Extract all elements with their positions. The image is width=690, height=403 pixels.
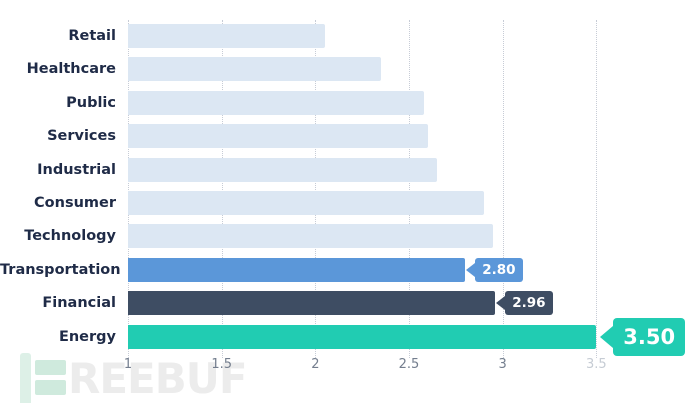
gridline-3 (502, 20, 504, 358)
gridline-2.5 (409, 20, 410, 358)
category-label: Services (47, 128, 116, 144)
bar-row-retail: Retail (0, 24, 690, 48)
bar-row-energy: Energy 3.50 (0, 318, 690, 356)
bar-row-consumer: Consumer (0, 191, 690, 215)
bar (128, 24, 325, 48)
x-tick-label-3: 3 (498, 357, 507, 372)
bar-row-financial: Financial 2.96 (0, 291, 690, 315)
bar (128, 224, 494, 248)
freebuf-logo-blocks-icon (35, 360, 66, 400)
bar (128, 57, 381, 81)
x-tick-label-3.5: 3.5 (585, 357, 607, 372)
bar: 2.80 (128, 258, 523, 282)
category-label: Transportation (0, 262, 121, 278)
category-label: Healthcare (26, 61, 116, 77)
bar (128, 158, 438, 182)
category-label: Energy (58, 329, 116, 345)
freebuf-logo-block-top (35, 360, 66, 375)
bar: 2.96 (128, 291, 553, 315)
freebuf-logo-icon (20, 353, 31, 403)
x-tick-label-1.5: 1.5 (211, 357, 232, 372)
category-label: Public (66, 95, 116, 111)
bar (128, 191, 484, 215)
category-label: Retail (68, 28, 116, 44)
gridline-1 (128, 20, 129, 358)
bar (128, 91, 424, 115)
x-tick-label-1: 1 (123, 357, 133, 372)
gridline-2 (315, 20, 317, 358)
gridline-3.5 (596, 20, 598, 358)
bar (128, 124, 428, 148)
bar-row-services: Services (0, 124, 690, 148)
bar-row-technology: Technology (0, 224, 690, 248)
bar-row-healthcare: Healthcare (0, 57, 690, 81)
bar-row-public: Public (0, 91, 690, 115)
bar: 3.50 (128, 318, 686, 356)
category-label: Technology (24, 228, 116, 244)
category-label: Consumer (34, 195, 116, 211)
category-label: Financial (42, 295, 116, 311)
watermark-text: REEBUF (68, 354, 248, 403)
value-tag: 2.96 (505, 291, 553, 315)
value-tag: 3.50 (613, 318, 686, 356)
bar-row-transportation: Transportation 2.80 (0, 258, 690, 282)
x-tick-label-2: 2 (311, 357, 320, 372)
freebuf-logo-block-bottom (35, 380, 66, 395)
x-tick-label-2.5: 2.5 (398, 357, 420, 372)
value-tag: 2.80 (475, 258, 523, 282)
category-label: Industrial (37, 162, 116, 178)
gridline-1.5 (221, 20, 223, 358)
bar-row-industrial: Industrial (0, 158, 690, 182)
